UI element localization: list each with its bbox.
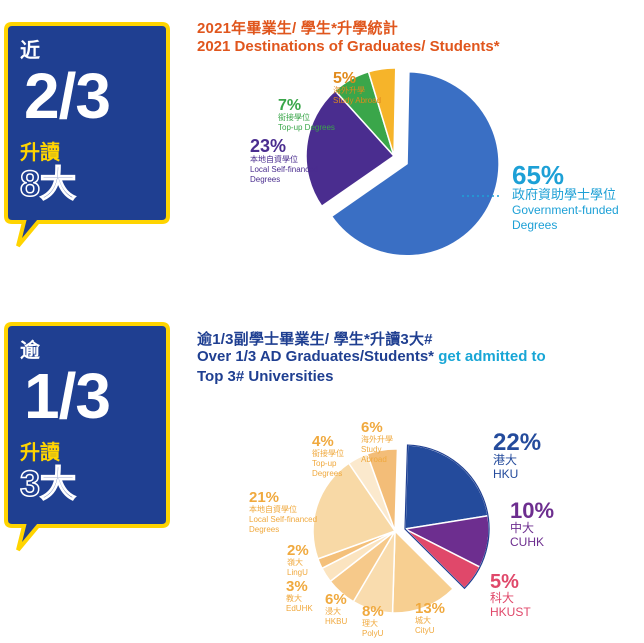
exploded-group-outline xyxy=(404,444,490,590)
title-zh-1: 2021年畢業生/ 學生*升學統計 xyxy=(197,20,398,37)
label-22: 22%港大 HKU xyxy=(493,429,541,481)
title-en-2-part-a: Over 1/3 AD Graduates/Students* xyxy=(197,348,435,365)
pie-slice-cityu xyxy=(391,529,455,614)
pie-slice-government-funded xyxy=(330,71,500,257)
title-zh-2: 逾1/3副學士畢業生/ 學生*升讀3大# xyxy=(197,331,433,348)
label-5: 5%海外升學 Study Abroad xyxy=(333,70,381,105)
bubble-target-1: 8大 xyxy=(19,163,77,204)
bubble-prefix-2: 逾 xyxy=(20,340,40,362)
label-8: 8%理大 PolyU xyxy=(362,603,384,638)
label-6b: 6%浸大 HKBU xyxy=(325,591,347,626)
bubble-fraction-2: 1/3 xyxy=(24,360,111,432)
speech-bubble-2: 逾 1/3 升讀 3大 xyxy=(4,318,174,554)
bubble-verb-2: 升讀 xyxy=(20,442,60,464)
label-10: 10%中大 CUHK xyxy=(510,498,554,549)
section-destinations-2021: 近 2/3 升讀 8大 2021年畢業生/ 學生*升學統計 2021 Desti… xyxy=(0,0,644,300)
section-top3-universities: 逾 1/3 升讀 3大 逾1/3副學士畢業生/ 學生*升讀3大# Over 1/… xyxy=(0,318,644,643)
pie-slice-hku xyxy=(404,444,489,530)
title-en-2-line2: Top 3# Universities xyxy=(197,368,334,385)
label-13: 13%城大 CityU xyxy=(415,600,445,635)
label-7: 7%銜接學位 Top-up Degrees xyxy=(278,97,335,132)
speech-bubble-1: 近 2/3 升讀 8大 xyxy=(4,18,174,250)
title-en-1: 2021 Destinations of Graduates/ Students… xyxy=(197,38,500,55)
label-4: 4%銜接學位 Top-up Degrees xyxy=(312,433,344,478)
label-65: 65%政府資助學士學位 Government-funded Degrees xyxy=(512,160,619,232)
pie-slice-self-financed xyxy=(312,462,397,560)
label-5: 5%科大 HKUST xyxy=(490,571,531,619)
bubble-verb-1: 升讀 xyxy=(20,142,60,164)
pie-slice-self-financed xyxy=(305,89,396,208)
label-21: 21%本地自資學位 Local Self-financed Degrees xyxy=(249,489,317,534)
bubble-target-2: 3大 xyxy=(19,463,77,504)
speech-bubble-shape-1 xyxy=(4,22,170,248)
bubble-prefix-1: 近 xyxy=(20,40,40,62)
pie-slice-study-abroad xyxy=(366,448,399,532)
label-6a: 6%海外升學 Study Abroad xyxy=(361,419,393,464)
title-en-2-line1: Over 1/3 AD Graduates/Students* get admi… xyxy=(197,348,546,365)
pie-chart-top3: 22%港大 HKU 10%中大 CUHK 5%科大 HKUST 13%城大 CityU 8%理大… xyxy=(249,419,554,638)
title-en-2-part-b: get admitted to xyxy=(434,348,546,365)
label-23: 23%本地自資學位 Local Self-financed Degrees xyxy=(250,136,318,184)
label-3: 3%教大 EdUHK xyxy=(286,578,313,613)
label-2: 2%嶺大 LingU xyxy=(287,542,309,577)
pie-chart-destinations: 65%政府資助學士學位 Government-funded Degrees 23%本地… xyxy=(250,67,619,257)
speech-bubble-shape-2 xyxy=(4,322,170,552)
pie-slice-study-abroad xyxy=(367,67,397,157)
bubble-fraction-1: 2/3 xyxy=(24,60,111,132)
